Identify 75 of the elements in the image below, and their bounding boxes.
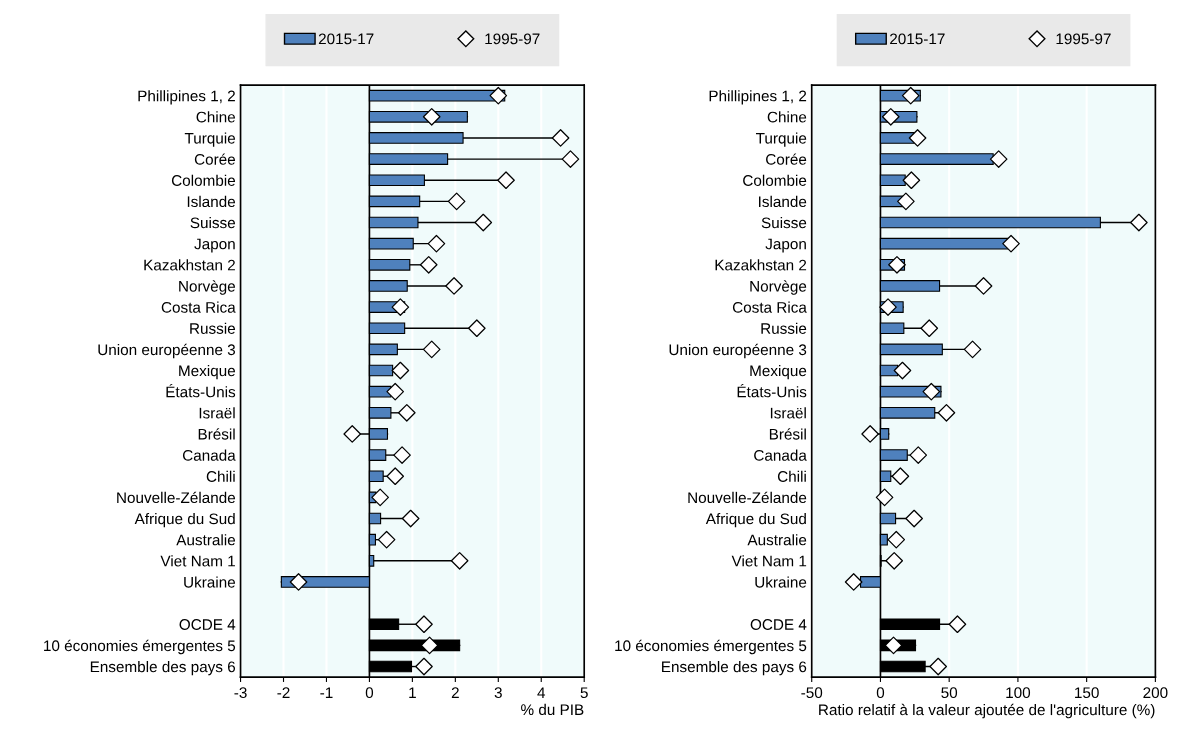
y-tick-label: Brésil	[198, 428, 235, 440]
y-tick-label: Russie	[190, 322, 236, 334]
y-tick-label: Colombie	[743, 174, 807, 186]
y-tick-label: Ensemble des pays 6	[90, 660, 236, 676]
y-tick-label: États-Unis	[737, 383, 807, 398]
y-tick-label: Suisse	[190, 216, 236, 229]
x-tick-label: -3	[234, 687, 247, 699]
x-tick-label: 3	[494, 687, 502, 699]
x-tick-label: 1	[409, 687, 416, 698]
y-tick-label: 10 économies émergentes 5	[44, 639, 236, 655]
y-tick-label: Suisse	[761, 216, 807, 229]
y-tick-label: Australie	[176, 534, 236, 546]
legend-label: 2015-17	[890, 33, 945, 45]
x-tick-label: 150	[1075, 687, 1099, 699]
y-tick-label: Islande	[187, 195, 236, 208]
x-axis-title: Ratio relatif à la valeur ajoutée de l'agriculture (%)	[819, 703, 1155, 719]
y-tick-label: Afrique du Sud	[705, 512, 806, 528]
y-tick-label: Mexique	[179, 364, 236, 380]
y-tick-label: Japon	[765, 238, 806, 253]
x-tick-label: 100	[1006, 687, 1031, 699]
x-tick-label: 2	[451, 687, 459, 698]
y-tick-label: Chili	[777, 470, 806, 482]
legend-label: 2015-17	[318, 33, 374, 45]
legend-label: 1995-97	[485, 33, 540, 45]
x-tick-label: 4	[537, 687, 546, 698]
y-tick-label: Viet Nam 1	[160, 555, 235, 567]
y-tick-label: Brésil	[769, 428, 806, 440]
y-tick-label: Chine	[767, 111, 807, 123]
x-tick-label: 0	[365, 687, 374, 699]
x-tick-label: 200	[1143, 687, 1168, 699]
y-tick-label: Phillipines 1, 2	[138, 90, 235, 105]
y-tick-label: Costa Rica	[161, 301, 236, 313]
y-tick-label: Ukraine	[755, 576, 807, 588]
x-tick-label: 5	[580, 687, 588, 699]
x-tick-label: -50	[801, 687, 823, 699]
y-tick-label: Israël	[770, 407, 806, 419]
y-tick-label: Kazakhstan 2	[144, 259, 235, 271]
y-tick-label: Islande	[759, 195, 807, 208]
y-tick-label: Norvège	[750, 280, 807, 295]
y-tick-label: Union européenne 3	[98, 343, 236, 359]
y-tick-label: Canada	[754, 449, 807, 461]
x-axis-title: % du PIB	[521, 703, 584, 716]
y-tick-label: Ukraine	[184, 576, 236, 588]
y-tick-label: Turquie	[755, 132, 807, 147]
y-tick-label: OCDE 4	[750, 619, 807, 630]
y-tick-label: Nouvelle-Zélande	[117, 491, 236, 504]
y-tick-label: Mexique	[750, 364, 807, 380]
y-tick-label: Union européenne 3	[669, 343, 807, 359]
y-tick-label: Colombie	[171, 174, 236, 186]
y-tick-label: Corée	[766, 153, 807, 165]
x-tick-label: 50	[941, 687, 958, 699]
y-tick-label: États-Unis	[166, 383, 236, 398]
y-tick-label: Canada	[182, 449, 236, 461]
y-tick-label: Viet Nam 1	[731, 555, 807, 567]
y-tick-label: Japon	[194, 238, 235, 253]
y-tick-label: Australie	[747, 534, 807, 546]
y-tick-label: Israël	[199, 407, 235, 419]
y-tick-label: Nouvelle-Zélande	[688, 491, 807, 504]
y-tick-label: Costa Rica	[732, 301, 807, 313]
y-tick-label: Corée	[194, 153, 236, 165]
x-tick-label: -2	[277, 687, 290, 698]
y-tick-label: Ensemble des pays 6	[662, 660, 807, 676]
y-tick-label: Norvège	[179, 280, 236, 295]
x-tick-label: 0	[876, 687, 885, 699]
y-tick-label: Phillipines 1, 2	[709, 90, 807, 105]
y-tick-label: Turquie	[184, 132, 236, 147]
y-tick-label: Chili	[206, 470, 235, 482]
y-tick-label: Kazakhstan 2	[715, 259, 807, 271]
legend-label: 1995-97	[1056, 33, 1111, 45]
y-tick-label: OCDE 4	[179, 619, 236, 630]
y-tick-label: Russie	[761, 322, 807, 334]
y-tick-label: Chine	[196, 111, 236, 123]
x-tick-label: -1	[320, 687, 333, 698]
y-tick-label: 10 économies émergentes 5	[615, 639, 807, 655]
y-tick-label: Afrique du Sud	[134, 512, 235, 528]
